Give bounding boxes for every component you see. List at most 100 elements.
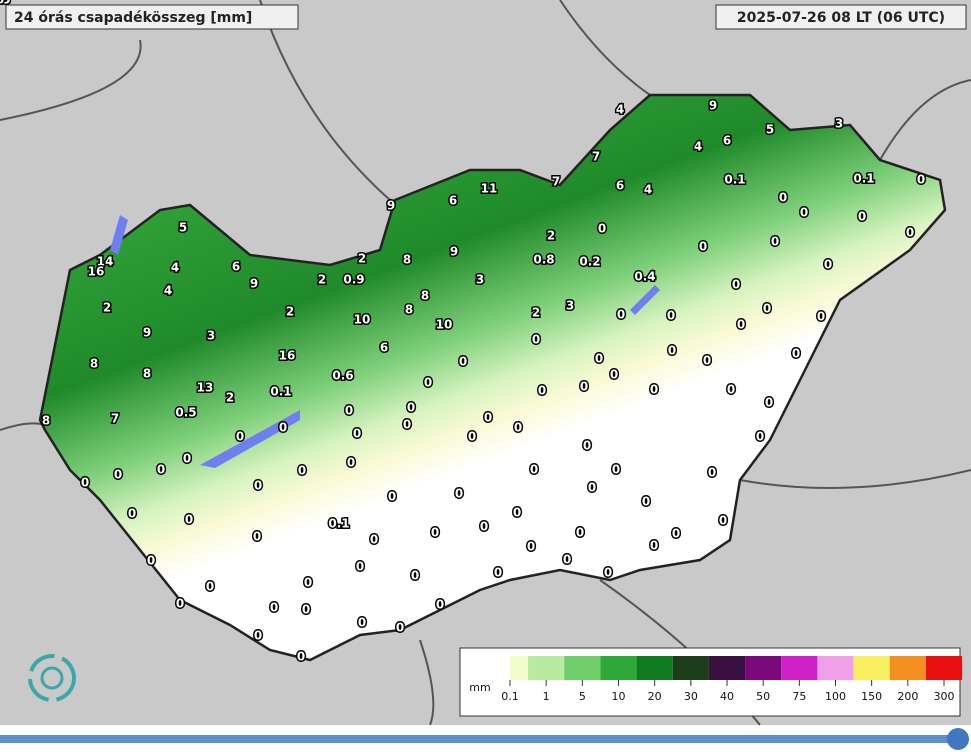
station-value: 6 [723,134,731,148]
station-value: 8 [90,357,98,371]
station-value: 8 [42,414,50,428]
station-value: 0 [824,258,832,272]
station-value: 0 [254,479,262,493]
station-value: 0 [672,527,680,541]
station-value: 0 [650,539,658,553]
lake-balaton [200,410,300,468]
station-value: 0 [765,396,773,410]
station-value: 0 [588,481,596,495]
station-value: 0 [0,0,4,7]
footer-knob [947,728,969,750]
station-value: 10 [354,313,371,327]
legend-tick-label: 10 [612,690,626,703]
station-value: 0 [779,191,787,205]
station-value: 0 [185,513,193,527]
station-value: 0 [183,452,191,466]
station-value: 0 [114,468,122,482]
title: 24 órás csapadékösszeg [mm] [14,10,252,26]
station-value: 0 [411,569,419,583]
station-value: 9 [143,326,151,340]
station-value: 0 [598,222,606,236]
station-value: 11 [481,182,498,196]
station-value: 5 [766,123,774,137]
station-value: 0 [650,383,658,397]
station-value: 0 [563,553,571,567]
legend-tick-label: 40 [720,690,734,703]
station-value: 3 [835,117,843,131]
station-value: 16 [279,349,296,363]
station-value: 0 [858,210,866,224]
station-value: 0 [583,439,591,453]
station-value: 9 [709,99,717,113]
station-value: 0 [737,318,745,332]
station-value: 0 [353,427,361,441]
station-value: 0 [906,226,914,240]
legend-swatch [528,656,565,680]
station-value: 4 [644,183,652,197]
station-value: 4 [171,261,179,275]
legend-swatch [853,656,890,680]
lake-tisza [630,285,660,315]
legend-tick-label: 1 [543,690,550,703]
hungary [38,93,947,662]
station-value: 0.3 [0,0,11,7]
station-value: 8 [143,367,151,381]
legend-swatch [745,656,782,680]
station-value: 0 [727,383,735,397]
station-value: 0.9 [343,273,364,287]
station-value: 2 [532,306,540,320]
station-value: 0 [459,355,467,369]
station-value: 0 [358,616,366,630]
station-value: 10 [436,318,453,332]
station-value: 0 [424,376,432,390]
legend-tick-label: 50 [756,690,770,703]
station-value: 2 [286,305,294,319]
legend-tick-label: 5 [579,690,586,703]
station-value: 0 [514,421,522,435]
station-value: 0 [302,603,310,617]
station-value: 0 [157,463,165,477]
station-value: 0.1 [328,517,349,531]
station-value: 7 [552,175,560,189]
station-value: 0 [595,352,603,366]
station-value: 0 [580,380,588,394]
station-value: 9 [250,277,258,291]
legend-swatch [817,656,854,680]
station-value: 0 [254,629,262,643]
legend-tick-label: 200 [897,690,918,703]
station-value: 0 [917,173,925,187]
station-value: 9 [450,245,458,259]
station-value: 0 [236,430,244,444]
title-box [5,4,299,30]
station-value: 3 [207,329,215,343]
station-value: 0 [297,650,305,664]
legend-tick-label: 75 [792,690,806,703]
legend-tick-label: 20 [648,690,662,703]
legend-swatch [889,656,926,680]
station-value: 0 [494,566,502,580]
station-value: 4 [616,103,624,117]
legend-tick-label: 300 [934,690,955,703]
station-value: 6 [449,194,457,208]
station-value: 0 [356,560,364,574]
station-value: 0 [147,554,155,568]
station-value: 0.1 [853,172,874,186]
station-value: 6 [616,179,624,193]
station-value: 0 [396,621,404,635]
station-value: 0 [617,308,625,322]
borders [0,0,971,726]
station-value: 0 [527,540,535,554]
station-value: 0 [532,333,540,347]
legend-unit: mm [469,681,490,694]
station-value: 2 [226,391,234,405]
station-value: 0 [176,597,184,611]
station-value: 2 [358,252,366,266]
time-box [715,4,967,30]
station-value: 3 [566,299,574,313]
station-value: 0 [668,344,676,358]
legend-tick-label: 30 [684,690,698,703]
station-value: 2 [103,301,111,315]
station-value: 0 [455,487,463,501]
legend-swatch [781,656,818,680]
station-value: 13 [197,381,214,395]
